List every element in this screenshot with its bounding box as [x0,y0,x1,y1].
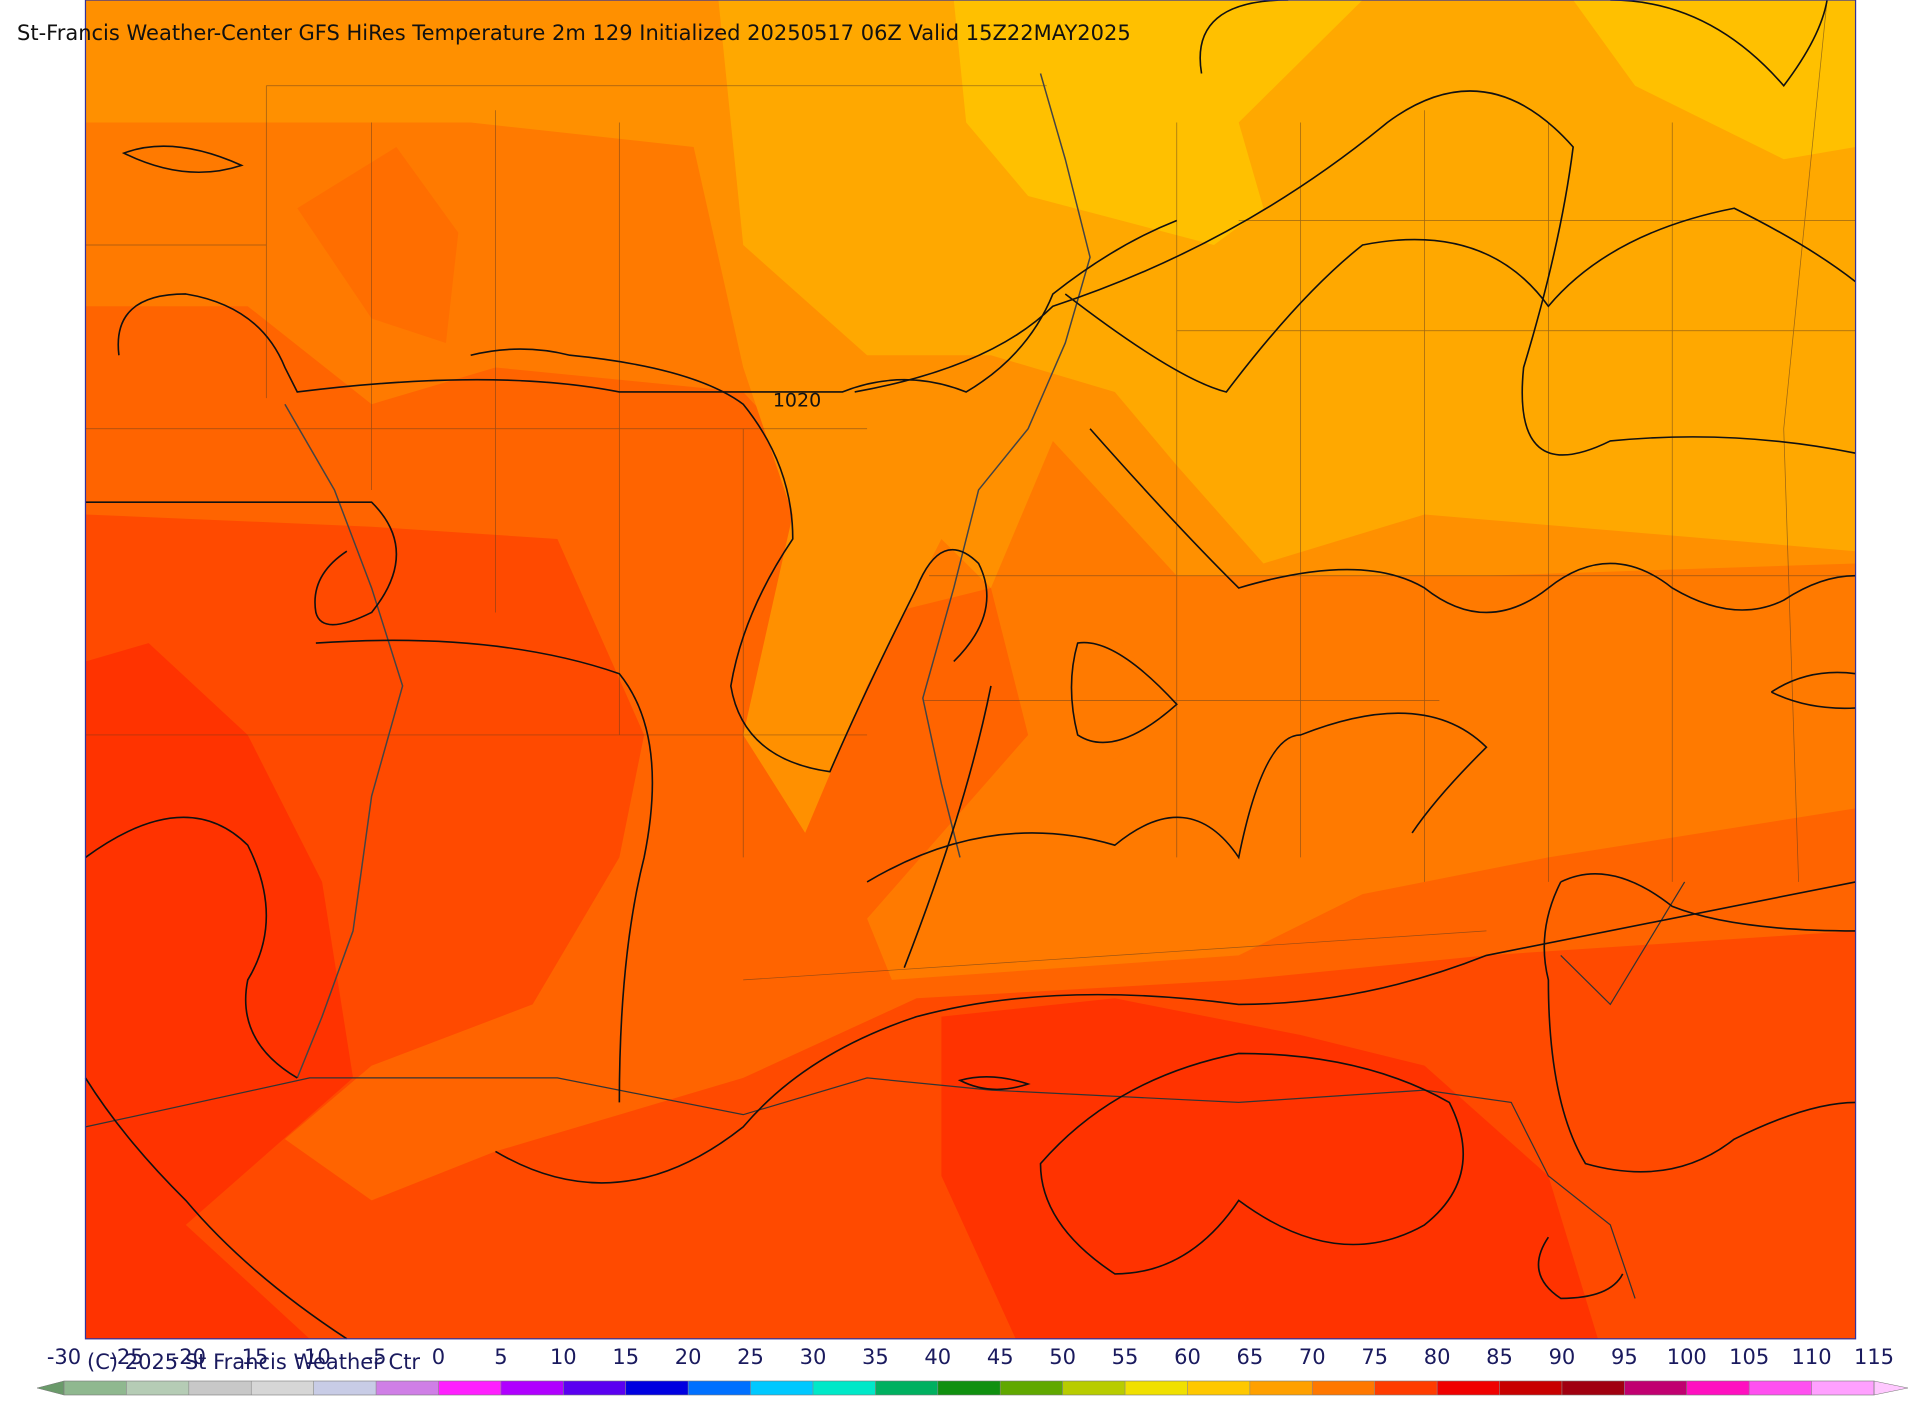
colorbar-tick-label: 70 [1299,1345,1326,1369]
map [84,0,1857,1340]
colorbar-tick-label: 95 [1611,1345,1638,1369]
colorbar-tick-label: 100 [1667,1345,1707,1369]
colorbar-tick-label: -30 [47,1345,81,1369]
colorbar-swatch [688,1381,751,1395]
colorbar-tick-label: 45 [987,1345,1014,1369]
colorbar: -30 -25 -20 -15 -10 -5 0 5 10 15 20 25 30 35 40 45 50 55 6… [36,1345,1909,1396]
map-frame [84,0,1857,1340]
colorbar-swatch [438,1381,501,1395]
copyright: (C) 2025 St Francis Weather Ctr [87,1350,420,1374]
colorbar-swatch [1312,1381,1375,1395]
colorbar-tick-label: 20 [675,1345,702,1369]
colorbar-swatch [188,1381,252,1395]
colorbar-tick-label: 110 [1792,1345,1832,1369]
colorbar-tick-label: -15 [234,1345,268,1369]
colorbar-swatch [1811,1381,1874,1395]
colorbar-swatch [313,1381,377,1395]
colorbar-tick-label: -20 [172,1345,206,1369]
colorbar-arrow-high [1873,1380,1909,1396]
colorbar-tick-label: -25 [109,1345,143,1369]
colorbar-swatch [500,1381,564,1395]
colorbar-tick-label: 90 [1549,1345,1576,1369]
colorbar-swatch [937,1381,1001,1395]
colorbar-tick-label: 115 [1854,1345,1894,1369]
isobars [84,0,1857,1340]
colorbar-tick-label: -5 [366,1345,387,1369]
colorbar-tick-label: 55 [1112,1345,1139,1369]
colorbar-swatch [1749,1381,1812,1395]
county-borders [85,0,1856,981]
colorbar-tick-label: 40 [924,1345,951,1369]
colorbar-swatch [625,1381,689,1395]
colorbar-swatch [376,1381,439,1395]
colorbar-tick-label: 105 [1729,1345,1769,1369]
colorbar-swatch [64,1381,127,1395]
colorbar-swatch [126,1381,189,1395]
coastline [85,881,1686,1299]
colorbar-tick-label: 80 [1424,1345,1451,1369]
colorbar-tick-label: 0 [432,1345,445,1369]
colorbar-tick-label: 35 [862,1345,889,1369]
colorbar-tick-label: 15 [612,1345,639,1369]
colorbar-tick-label: 25 [737,1345,764,1369]
colorbar-swatch [1561,1381,1625,1395]
title: St-Francis Weather-Center GFS HiRes Temp… [17,21,1131,45]
colorbar-swatch [1125,1381,1188,1395]
colorbar-swatch [1062,1381,1126,1395]
colorbar-swatch [251,1381,314,1395]
temp-field-yellow [953,0,1363,245]
colorbar-swatch [1000,1381,1063,1395]
temp-field-yellow [1573,0,1856,160]
colorbar-swatch [1686,1381,1750,1395]
colorbar-tick-label: 50 [1049,1345,1076,1369]
colorbar-tick-label: 75 [1361,1345,1388,1369]
temp-field-red [941,998,1598,1339]
temp-field-orange [297,146,459,343]
colorbar-tick-label: 60 [1174,1345,1201,1369]
colorbar-swatch [1187,1381,1250,1395]
rivers [284,73,1091,1079]
isobar-label: 1020 [773,390,821,412]
colorbar-tick-label: 65 [1236,1345,1263,1369]
colorbar-swatch [750,1381,813,1395]
colorbar-tick-label: 10 [550,1345,577,1369]
colorbar-arrow-low [36,1380,65,1396]
colorbar-tick-label: 85 [1486,1345,1513,1369]
colorbar-tick-label: 30 [800,1345,827,1369]
colorbar-swatch [1437,1381,1500,1395]
colorbar-swatch [812,1381,876,1395]
colorbar-swatch [1499,1381,1562,1395]
colorbar-swatch [563,1381,626,1395]
colorbar-swatch [1249,1381,1313,1395]
temp-field-orange [1077,636,1177,760]
colorbar-swatch [875,1381,938,1395]
colorbar-tick-label: -10 [296,1345,330,1369]
colorbar-tick-label: 5 [494,1345,507,1369]
colorbar-swatch [1374,1381,1438,1395]
colorbar-swatch [1624,1381,1687,1395]
